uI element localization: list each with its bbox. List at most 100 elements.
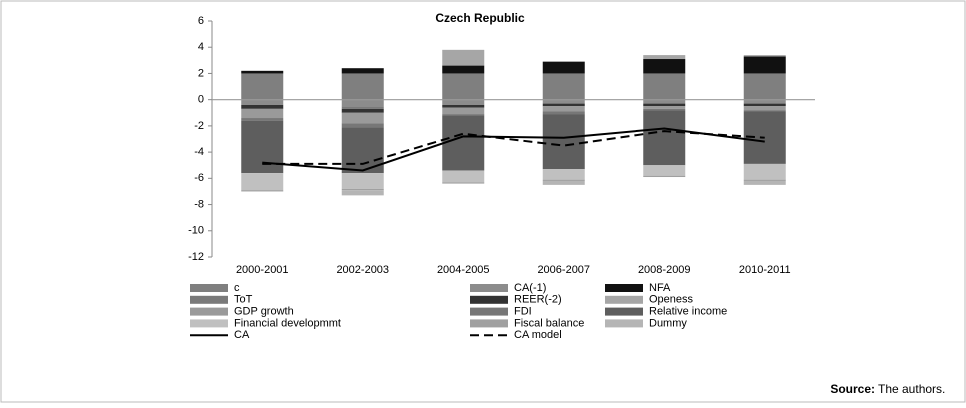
x-tick-label: 2006-2007 (537, 264, 590, 276)
bar-segment (542, 169, 585, 180)
bar-segment (341, 108, 384, 113)
bar-segment (341, 99, 384, 107)
bar-segment (442, 170, 485, 183)
bar-segment (643, 59, 686, 74)
bar-segment (643, 55, 686, 60)
legend-label: GDP growth (234, 306, 294, 318)
x-tick-label: 2004-2005 (437, 264, 490, 276)
legend-swatch (470, 284, 508, 292)
chart-title: Czech Republic (435, 11, 525, 25)
y-tick-label: -10 (188, 225, 204, 237)
legend-label: Openess (649, 294, 694, 306)
x-tick-label: 2000-2001 (236, 264, 289, 276)
legend-label: NFA (649, 282, 671, 294)
bar-segment (241, 99, 284, 105)
line-series (262, 127, 765, 172)
bar-segment (542, 61, 585, 74)
bar-segment (442, 182, 485, 184)
bar-segment (341, 73, 384, 100)
bar-segment (643, 175, 686, 178)
legend-swatch (190, 284, 228, 292)
legend-label: Fiscal balance (514, 317, 584, 329)
bar-segment (743, 180, 786, 185)
legend-swatch (190, 319, 228, 328)
y-tick-label: 4 (198, 41, 204, 53)
bar-segment (241, 173, 284, 191)
legend-swatch (470, 319, 508, 328)
y-tick-label: 2 (198, 67, 204, 79)
bar-segment (341, 112, 384, 124)
bar-segment (241, 104, 284, 109)
bar-segment (442, 49, 485, 66)
legend-swatch (470, 307, 508, 316)
bar-segment (643, 106, 686, 109)
y-tick-label: -12 (188, 251, 204, 263)
bar-segment (542, 106, 585, 112)
bar-segment (542, 99, 585, 104)
bar-segment (542, 111, 585, 115)
bar-segment (442, 65, 485, 74)
bar-segment (542, 180, 585, 185)
bar-segment (442, 99, 485, 105)
bar-segment (442, 114, 485, 116)
legend-swatch (190, 295, 228, 304)
bar-segment (643, 103, 686, 107)
bar-segment (542, 179, 585, 181)
y-tick-label: -8 (194, 198, 204, 210)
legend-label: Dummy (649, 317, 687, 329)
legend-label: CA model (514, 329, 562, 341)
legend-swatch (470, 295, 508, 304)
bar-segment (743, 103, 786, 107)
bar-segment (341, 173, 384, 189)
bar-segment (542, 114, 585, 170)
bar-segment (743, 55, 786, 57)
legend-label: ToT (234, 294, 253, 306)
x-tick-label: 2008-2009 (638, 264, 691, 276)
bar-segment (743, 179, 786, 181)
bar-segment (341, 188, 384, 191)
bar-segment (743, 56, 786, 74)
y-tick-label: 6 (198, 15, 204, 27)
bar-segment (743, 99, 786, 104)
bar-segment (542, 103, 585, 107)
bar-segment (442, 73, 485, 100)
y-tick-label: -2 (194, 120, 204, 132)
legend-swatch (605, 295, 643, 304)
bar-segment (341, 68, 384, 74)
bar-segment (442, 104, 485, 108)
bar-segment (241, 120, 284, 174)
bar-segment (341, 106, 384, 109)
legend-swatch (605, 307, 643, 316)
bar-segment (341, 190, 384, 196)
y-tick-label: -6 (194, 172, 204, 184)
bar-segment (241, 73, 284, 100)
bar-segment (341, 123, 384, 128)
bar-segment (643, 165, 686, 176)
bar-segment (241, 108, 284, 119)
legend-swatch (605, 319, 643, 328)
bar-segment (542, 73, 585, 100)
bar-segment (743, 163, 786, 180)
bar-segment (643, 99, 686, 104)
legend-label: Financial developmmt (234, 317, 341, 329)
bar-segment (442, 107, 485, 115)
bar-segment (643, 108, 686, 111)
x-tick-label: 2010-2011 (739, 264, 791, 276)
legend-label: c (234, 282, 240, 294)
bar-segment (743, 110, 786, 112)
bar-segment (241, 190, 284, 192)
legend-label: CA(-1) (514, 282, 546, 294)
bar-segment (743, 73, 786, 100)
y-tick-label: 0 (198, 94, 204, 106)
legend-swatch (190, 307, 228, 316)
bar-segment (442, 115, 485, 171)
bar-segment (643, 73, 686, 100)
source-label: Source: (830, 382, 875, 396)
x-tick-label: 2002-2003 (336, 264, 389, 276)
y-tick-label: -4 (194, 146, 204, 158)
bar-segment (643, 110, 686, 166)
legend-label: REER(-2) (514, 294, 562, 306)
line-series (262, 130, 765, 165)
bar-segment (241, 70, 284, 74)
